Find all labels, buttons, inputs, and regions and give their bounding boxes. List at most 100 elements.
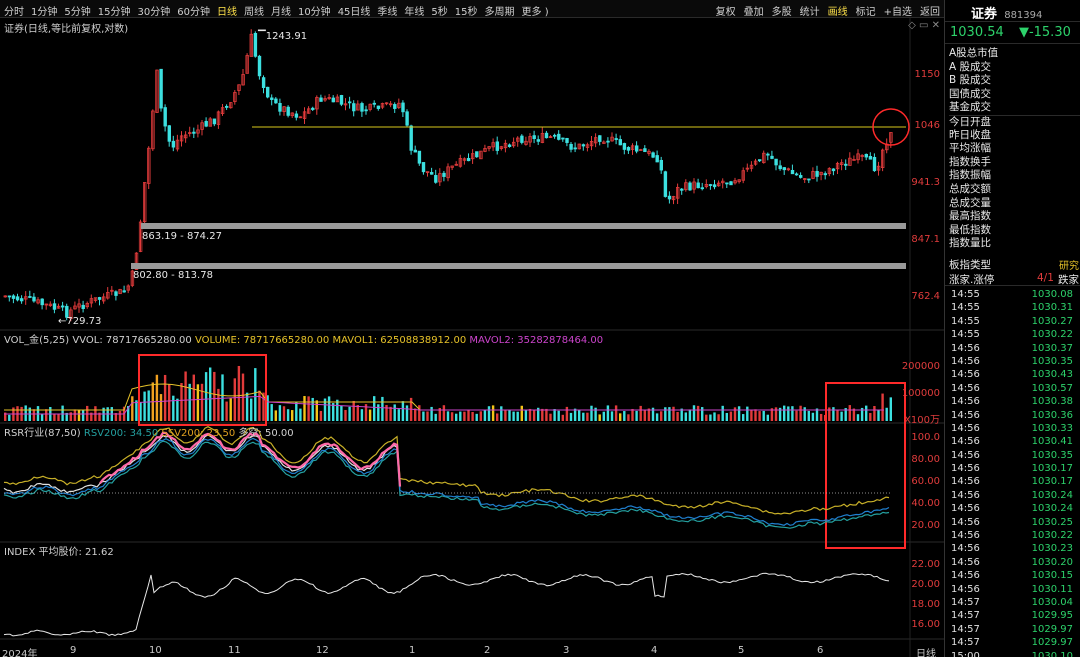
candle-body	[458, 158, 463, 167]
candle-body	[827, 168, 832, 175]
candle-body	[528, 136, 532, 143]
candle-body	[261, 77, 266, 89]
volume-bar	[340, 405, 343, 421]
period-tab[interactable]: 30分钟	[137, 7, 171, 18]
tool-button[interactable]: 返回	[920, 7, 940, 18]
info-item: 基金成交	[949, 101, 991, 114]
candle-body	[376, 105, 381, 109]
tick-row: 14:57 1029.97	[945, 623, 1080, 636]
dz-value: 多空: 50.00	[238, 428, 294, 439]
volume-bar	[631, 408, 634, 421]
volume-bar	[118, 410, 122, 421]
tick-price: 1029.97	[1031, 637, 1073, 649]
mavol1-value: MAVOL1: 62508838912.00	[332, 335, 467, 346]
candle-body	[11, 295, 16, 299]
volume-bar	[159, 394, 163, 421]
info-item: 国债成交	[949, 87, 991, 100]
tool-button[interactable]: +自选	[883, 7, 912, 18]
tick-row: 14:55 1030.08	[945, 288, 1080, 301]
candle-body	[347, 101, 352, 104]
period-tab[interactable]: 5秒	[431, 7, 448, 18]
volume-bar	[561, 414, 564, 421]
kline-chart[interactable]: 证券(日线,等比前复权,对数) ◇ ▭ ✕ ▔1243.91 ←729.73 8…	[0, 18, 944, 657]
volume-bar	[688, 409, 692, 421]
candle-body	[245, 55, 249, 74]
tick-row: 14:56 1030.35	[945, 355, 1080, 368]
candle-body	[28, 296, 32, 298]
volume-bar	[405, 405, 409, 421]
volume-bar	[668, 407, 671, 421]
period-tab[interactable]: 10分钟	[297, 7, 331, 18]
period-tab[interactable]: 60分钟	[177, 7, 210, 18]
security-code: 881394	[1004, 10, 1043, 21]
tool-button[interactable]: 复权	[715, 7, 736, 18]
candle-body	[110, 289, 114, 292]
volume-bar	[438, 407, 441, 421]
volume-bar	[303, 396, 306, 421]
candle-body	[602, 141, 606, 144]
volume-bar	[660, 411, 663, 421]
volume-bar	[225, 401, 228, 421]
period-tab[interactable]: 5分钟	[64, 7, 91, 18]
volume-bar	[426, 411, 429, 421]
tool-button[interactable]: 统计	[799, 7, 820, 18]
period-tab[interactable]: 季线	[377, 7, 398, 18]
volume-bar	[8, 414, 11, 421]
period-tab[interactable]: 更多 )	[521, 7, 549, 18]
candle-body	[163, 107, 167, 127]
volume-bar	[569, 412, 573, 421]
vvol-value: VVOL: 78717665280.00	[72, 335, 192, 346]
candle-body	[835, 162, 840, 170]
candle-body	[343, 103, 348, 106]
tool-buttons: 复权 叠加 多股 统计 画线 标记 +自选 返回	[708, 3, 940, 18]
candle-body	[106, 292, 110, 299]
volume-bar	[770, 408, 774, 421]
volume-bar	[368, 409, 372, 421]
candle-body	[729, 181, 733, 186]
tool-button[interactable]: 标记	[855, 7, 876, 18]
x-axis-label: 3	[563, 645, 570, 656]
volume-bar	[356, 405, 359, 421]
volume-bar	[803, 407, 806, 421]
candle-body	[126, 285, 130, 291]
volume-bar	[389, 406, 392, 421]
candle-body	[204, 120, 208, 127]
candle-body	[393, 104, 397, 109]
chart-canvas[interactable]	[0, 18, 944, 657]
candle-body	[565, 137, 569, 143]
period-tab[interactable]: 日线	[216, 7, 237, 18]
tool-button[interactable]: 多股	[771, 7, 792, 18]
volume-bar	[57, 414, 60, 421]
tool-button[interactable]: 画线	[827, 7, 848, 18]
volume-bar	[840, 411, 843, 421]
period-tab[interactable]: 多周期	[484, 7, 515, 18]
candle-body	[889, 132, 893, 143]
period-tab[interactable]: 1分钟	[31, 7, 58, 18]
candle-body	[122, 290, 126, 293]
volume-bar	[614, 405, 618, 421]
tick-time: 14:55	[951, 289, 980, 300]
panel-window-icons[interactable]: ◇ ▭ ✕	[908, 20, 940, 31]
period-tab[interactable]: 分时	[4, 7, 24, 18]
period-tab[interactable]: 15秒	[454, 7, 478, 18]
volume-bar	[856, 414, 860, 421]
period-tab[interactable]: 周线	[243, 7, 264, 18]
volume-bar	[500, 406, 503, 421]
period-tab[interactable]: 15分钟	[97, 7, 131, 18]
candle-body	[475, 151, 479, 158]
tick-price: 1030.22	[1031, 329, 1073, 341]
tool-button[interactable]: 叠加	[743, 7, 764, 18]
period-tab[interactable]: 月线	[270, 7, 291, 18]
index-tick: 18.00	[911, 599, 940, 610]
period-tab[interactable]: 年线	[404, 7, 425, 18]
candle-body	[265, 86, 270, 98]
candle-body	[331, 97, 335, 103]
period-tab[interactable]: 45日线	[337, 7, 371, 18]
tick-row: 14:55 1030.31	[945, 301, 1080, 314]
tick-list[interactable]: 14:55 1030.08 14:55 1030.31 14:55 1030.27 14:5…	[945, 288, 1080, 657]
candle-body	[807, 178, 811, 181]
candle-body	[758, 159, 762, 162]
volume-bar	[701, 407, 704, 421]
x-axis-label: 12	[316, 645, 329, 656]
candle-body	[352, 103, 356, 112]
